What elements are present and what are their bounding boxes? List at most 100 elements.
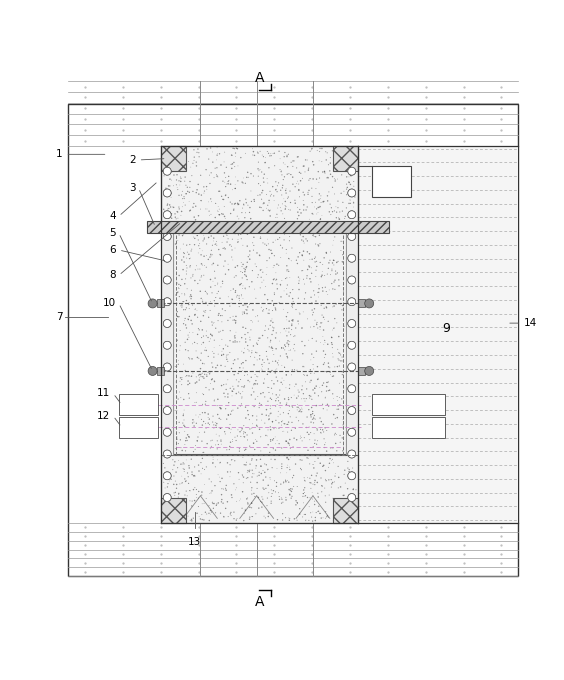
Point <box>201 165 210 175</box>
Point <box>320 252 329 263</box>
Point <box>262 346 271 357</box>
Point <box>247 196 256 207</box>
Circle shape <box>164 363 171 371</box>
Point <box>294 402 303 413</box>
Point <box>257 492 266 503</box>
Point <box>340 490 349 500</box>
Point <box>230 143 239 154</box>
Point <box>340 469 349 480</box>
Point <box>189 232 198 243</box>
Point <box>249 379 258 390</box>
Point <box>329 322 338 333</box>
Point <box>307 254 316 265</box>
Point <box>199 310 208 321</box>
Point <box>312 381 321 392</box>
Point <box>186 486 195 496</box>
Circle shape <box>164 189 171 197</box>
Point <box>210 266 219 277</box>
Point <box>241 337 250 347</box>
Point <box>281 492 290 503</box>
Point <box>206 333 215 344</box>
Point <box>179 463 188 474</box>
Point <box>187 273 196 284</box>
Point <box>309 507 318 517</box>
Point <box>268 317 277 328</box>
Bar <box>68 104 518 576</box>
Point <box>313 322 322 333</box>
Point <box>184 379 193 390</box>
Point <box>171 487 180 498</box>
Point <box>217 439 226 449</box>
Point <box>221 177 230 188</box>
Point <box>320 439 329 450</box>
Point <box>219 343 228 354</box>
Point <box>305 429 314 440</box>
Point <box>290 339 299 350</box>
Point <box>320 314 329 325</box>
Point <box>174 438 183 449</box>
Point <box>328 324 337 335</box>
Point <box>186 290 195 301</box>
Point <box>295 204 304 215</box>
Point <box>175 230 184 241</box>
Point <box>316 257 325 268</box>
Point <box>277 458 287 469</box>
Point <box>311 512 320 523</box>
Point <box>187 243 196 254</box>
Point <box>231 318 240 329</box>
Point <box>285 434 294 445</box>
Point <box>187 454 196 464</box>
Point <box>247 423 256 434</box>
Point <box>230 507 239 517</box>
Point <box>272 390 281 401</box>
Point <box>248 317 257 328</box>
Point <box>270 195 279 206</box>
Point <box>231 316 240 326</box>
Point <box>184 345 193 356</box>
Point <box>265 226 274 237</box>
Point <box>166 499 175 510</box>
Point <box>316 508 325 519</box>
Point <box>308 197 317 208</box>
Point <box>334 150 343 160</box>
Point <box>306 409 315 420</box>
Point <box>316 214 325 225</box>
Point <box>240 380 249 391</box>
Point <box>345 198 354 209</box>
Point <box>288 171 297 182</box>
Point <box>259 205 268 216</box>
Point <box>206 225 215 236</box>
Point <box>169 180 178 191</box>
Circle shape <box>348 167 356 175</box>
Point <box>294 252 303 262</box>
Point <box>206 435 215 446</box>
Point <box>324 186 333 197</box>
Point <box>257 188 266 199</box>
Point <box>267 189 276 200</box>
Point <box>333 354 342 364</box>
Point <box>262 255 271 266</box>
Point <box>334 355 343 366</box>
Point <box>184 431 193 442</box>
Point <box>292 304 301 315</box>
Point <box>178 302 187 313</box>
Point <box>324 401 333 411</box>
Point <box>215 413 224 424</box>
Point <box>218 276 227 287</box>
Point <box>306 173 315 184</box>
Point <box>283 265 292 275</box>
Point <box>221 503 230 514</box>
Point <box>235 362 244 373</box>
Point <box>256 431 265 442</box>
Point <box>307 402 316 413</box>
Circle shape <box>348 407 356 414</box>
Point <box>277 169 287 180</box>
Point <box>206 143 215 154</box>
Point <box>314 453 323 464</box>
Point <box>267 329 276 340</box>
Point <box>271 356 280 367</box>
Point <box>255 250 265 261</box>
Point <box>241 299 250 310</box>
Point <box>197 258 206 269</box>
Point <box>324 173 333 184</box>
